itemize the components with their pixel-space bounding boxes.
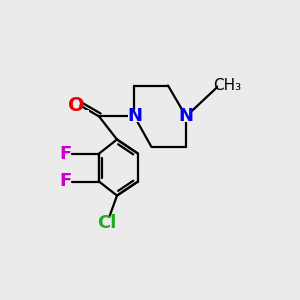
- Text: Cl: Cl: [97, 214, 116, 232]
- Text: O: O: [68, 96, 85, 115]
- Text: N: N: [178, 107, 194, 125]
- FancyBboxPatch shape: [60, 148, 71, 160]
- Text: N: N: [127, 107, 142, 125]
- Text: CH₃: CH₃: [213, 78, 242, 93]
- Text: F: F: [59, 145, 71, 163]
- FancyBboxPatch shape: [128, 110, 140, 122]
- FancyBboxPatch shape: [60, 176, 71, 188]
- FancyBboxPatch shape: [99, 218, 114, 230]
- FancyBboxPatch shape: [72, 110, 89, 123]
- Text: F: F: [59, 172, 71, 190]
- FancyBboxPatch shape: [218, 80, 236, 92]
- FancyBboxPatch shape: [180, 110, 192, 122]
